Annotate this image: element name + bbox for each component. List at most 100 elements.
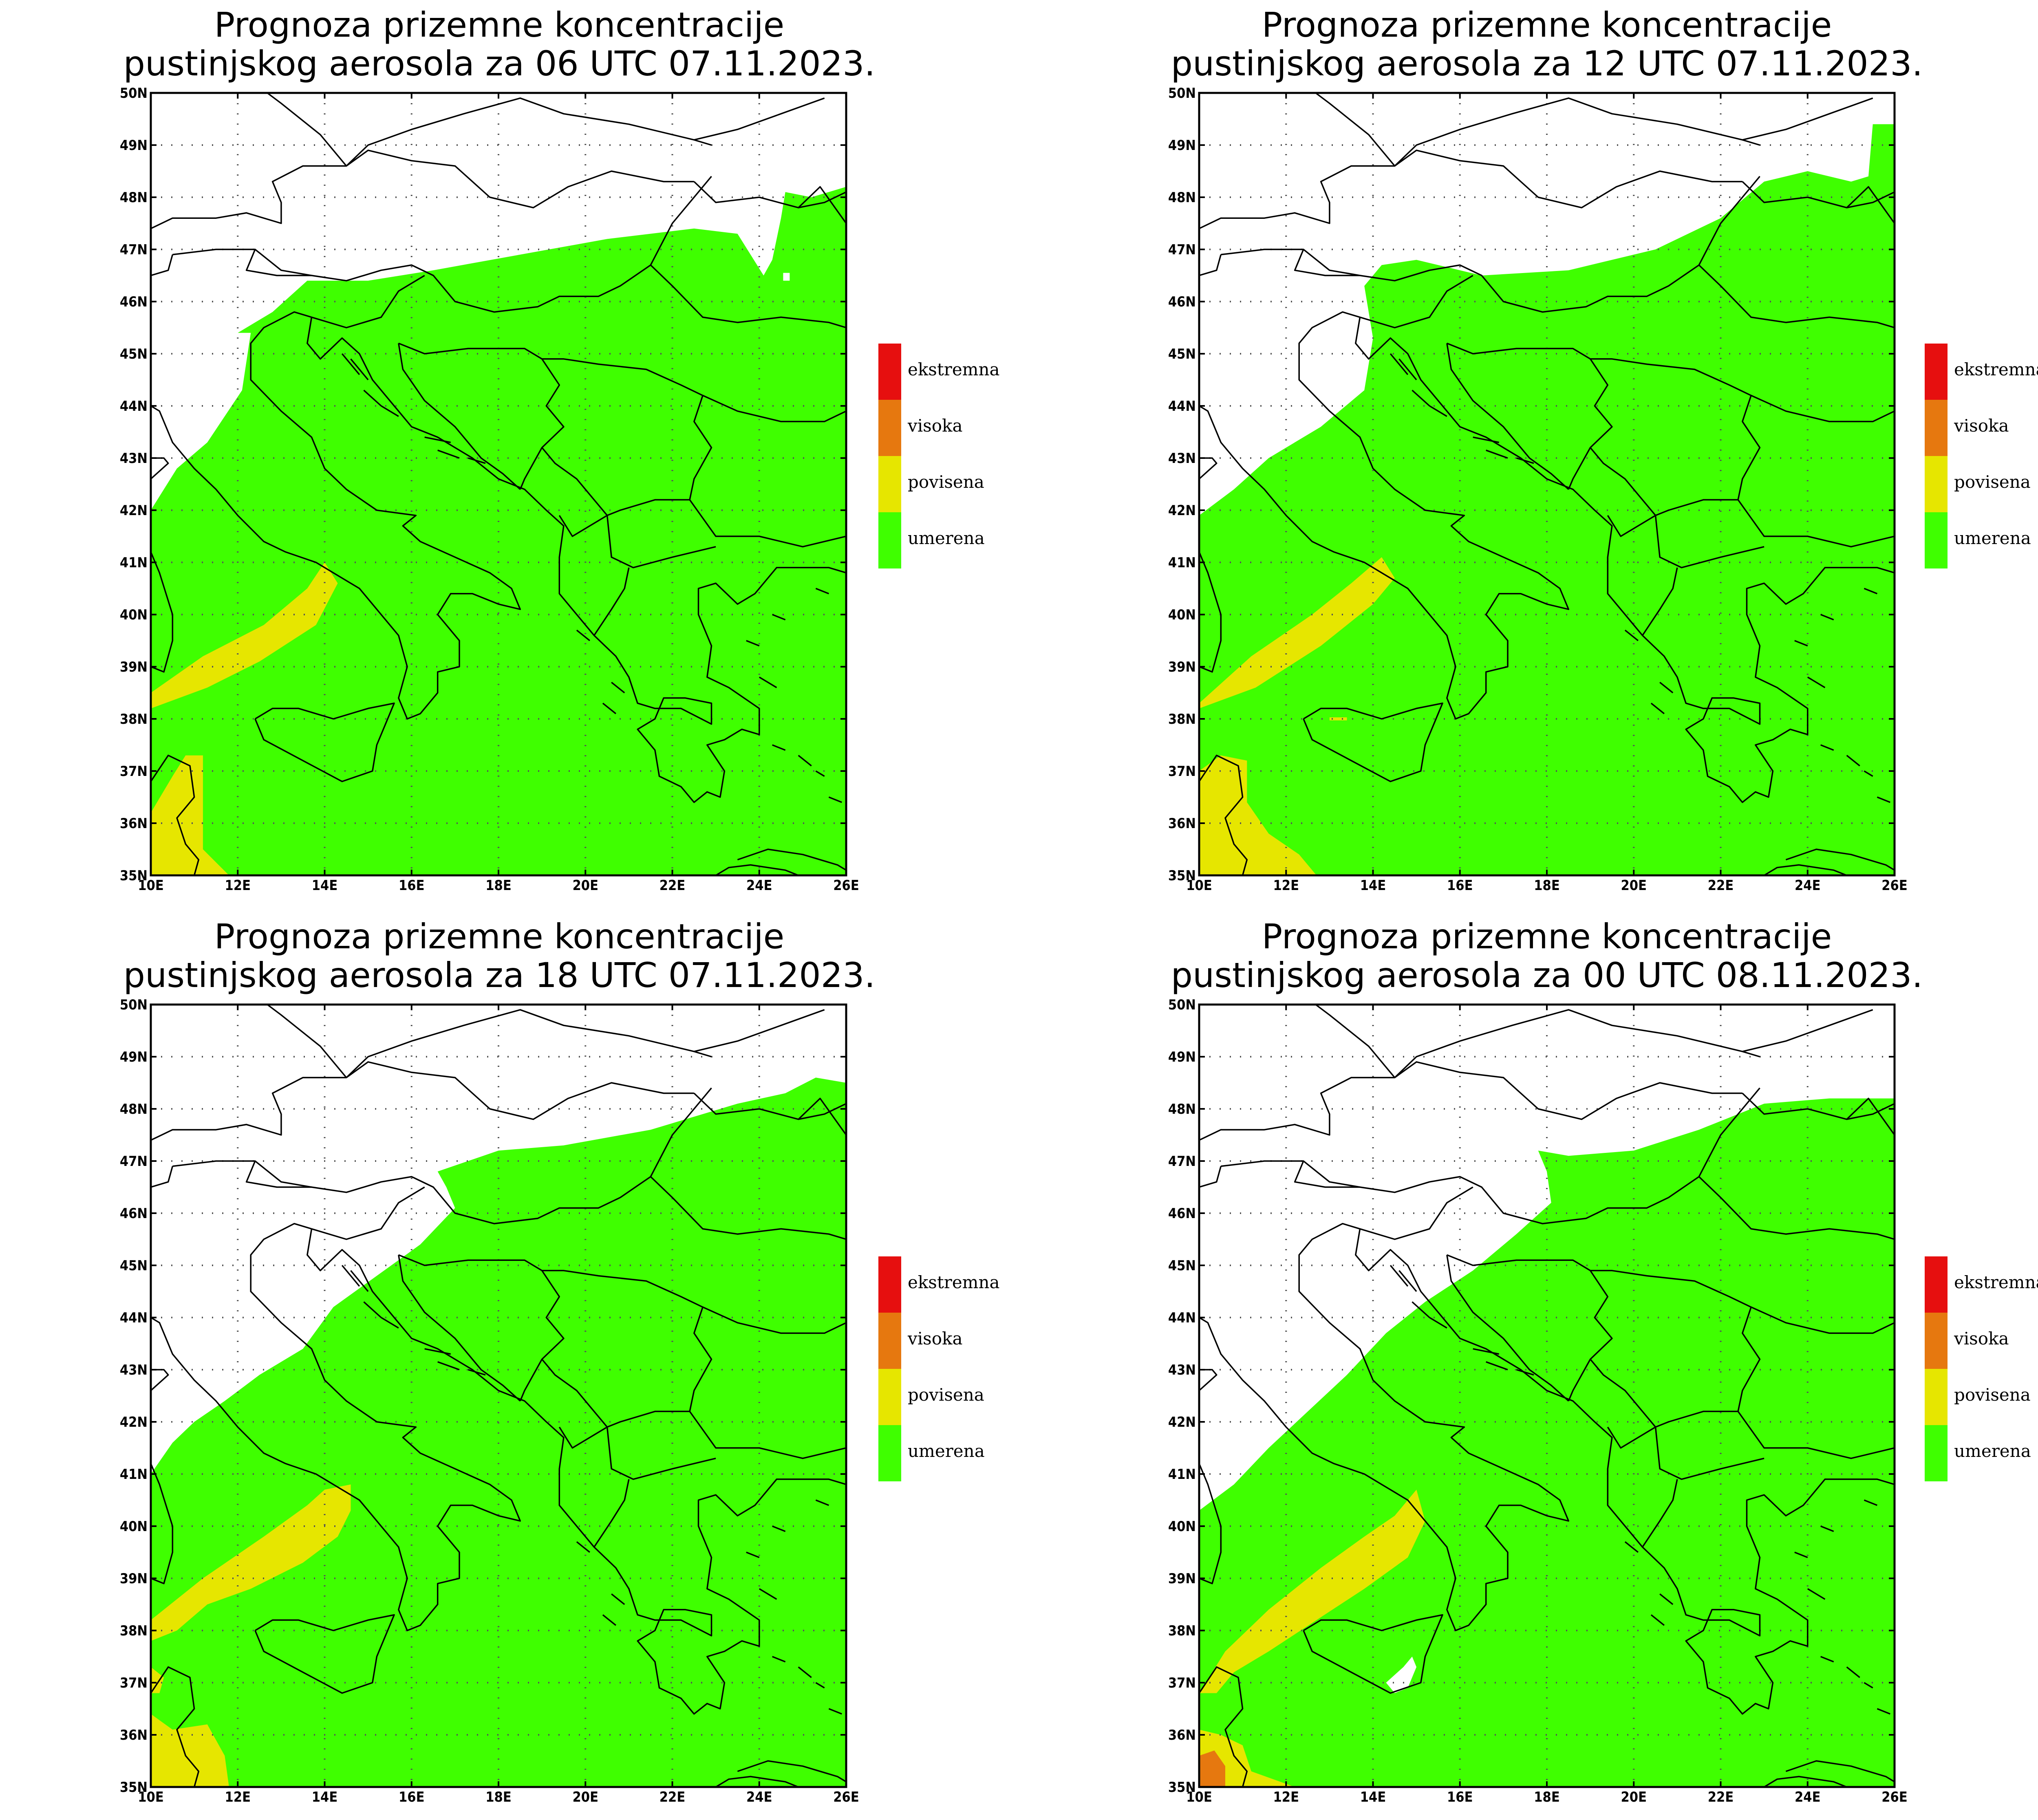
coastline — [1199, 551, 1222, 673]
island-outline — [1877, 796, 1890, 803]
country-border — [311, 275, 425, 328]
country-border — [346, 97, 712, 167]
panel-title-line1: Prognoza prizemne koncentracije — [1262, 5, 1832, 45]
y-tick-label: 46N — [120, 1205, 148, 1222]
island-outline — [424, 1348, 451, 1355]
legend-swatch — [1925, 512, 1948, 568]
legend-swatch — [878, 1369, 901, 1425]
coastline — [151, 1223, 521, 1631]
country-border — [593, 567, 630, 636]
coastline — [307, 1229, 846, 1715]
island-outline — [828, 1708, 842, 1715]
country-border — [1742, 1009, 1873, 1052]
map-plot: 10E 12E 14E 16E 18E 20E 22E 24E 26E 50N 49N 48N 47N 4… — [120, 85, 859, 894]
island-outline — [381, 405, 399, 417]
country-border — [151, 150, 694, 229]
country-border — [693, 181, 846, 209]
panel-title-line2: pustinjskog aerosola za 00 UTC 08.11.202… — [1171, 955, 1923, 995]
x-tick-label: 26E — [833, 877, 859, 894]
x-tick-label: 22E — [1708, 877, 1734, 894]
forecast-panel: Prognoza prizemne koncentracijepustinjsk… — [120, 5, 1000, 894]
y-tick-label: 43N — [120, 1362, 148, 1378]
country-border — [1447, 1254, 1613, 1401]
island-outline — [1820, 1656, 1834, 1663]
island-outline — [815, 588, 829, 595]
legend-swatch — [1925, 1425, 1948, 1481]
y-tick-label: 45N — [120, 1258, 148, 1274]
coastline — [1303, 702, 1443, 782]
island-outline — [363, 1301, 382, 1318]
legend-swatch — [1925, 1313, 1948, 1369]
island-outline — [1412, 1301, 1430, 1318]
island-outline — [1624, 1541, 1639, 1553]
povisena-area — [151, 755, 229, 875]
country-border — [1242, 93, 1396, 167]
x-tick-label: 24E — [1795, 877, 1820, 894]
island-outline — [1794, 640, 1808, 647]
island-outline — [1412, 390, 1430, 407]
island-outline — [576, 630, 590, 641]
legend-swatch — [1925, 456, 1948, 512]
island-outline — [772, 614, 786, 621]
country-border — [1359, 1186, 1473, 1240]
panel-title-line1: Prognoza prizemne koncentracije — [1262, 917, 1832, 956]
legend-label: visoka — [1954, 1329, 2009, 1348]
island-outline — [759, 676, 777, 688]
island-outline — [350, 1270, 369, 1292]
country-border — [1751, 394, 1895, 423]
x-tick-label: 10E — [1186, 877, 1212, 894]
country-border — [245, 249, 312, 276]
y-tick-label: 41N — [120, 555, 148, 571]
country-border — [1394, 1009, 1760, 1078]
coastline — [715, 1776, 799, 1787]
y-tick-label: 49N — [120, 1049, 148, 1065]
legend-label: visoka — [907, 1329, 963, 1348]
country-border — [1394, 97, 1760, 167]
island-outline — [1864, 1499, 1878, 1506]
x-tick-label: 26E — [1881, 1789, 1907, 1805]
island-outline — [1659, 1593, 1674, 1605]
forecast-panel: Prognoza prizemne koncentracijepustinjsk… — [1168, 5, 2038, 894]
coastline — [1199, 1666, 1248, 1787]
legend-label: povisena — [1954, 1385, 2031, 1405]
legend-swatch — [878, 456, 901, 512]
x-tick-label: 10E — [138, 877, 163, 894]
coastline — [1355, 1229, 1895, 1715]
island-outline — [1390, 1265, 1409, 1287]
x-tick-label: 20E — [1621, 1789, 1647, 1805]
map-plot: 10E 12E 14E 16E 18E 20E 22E 24E 26E 50N 49N 48N 47N 4… — [120, 997, 859, 1805]
y-tick-label: 50N — [1168, 997, 1196, 1013]
x-tick-label: 16E — [399, 1789, 424, 1805]
island-outline — [1486, 449, 1508, 459]
island-outline — [1864, 770, 1873, 777]
coastline — [151, 311, 521, 720]
island-outline — [437, 449, 460, 459]
coastline — [1199, 311, 1570, 720]
x-tick-label: 12E — [1273, 1789, 1299, 1805]
x-tick-label: 18E — [485, 877, 511, 894]
country-border — [1294, 1161, 1360, 1188]
y-tick-label: 50N — [120, 85, 148, 101]
forecast-panel: Prognoza prizemne koncentracijepustinjsk… — [1168, 917, 2038, 1805]
island-outline — [772, 744, 786, 751]
island-outline — [746, 1551, 760, 1558]
y-tick-label: 36N — [1168, 815, 1196, 832]
y-tick-label: 41N — [120, 1466, 148, 1483]
y-tick-label: 39N — [1168, 1571, 1196, 1587]
legend-label: umerena — [908, 528, 985, 548]
coastline — [1199, 1223, 1570, 1631]
island-outline — [1516, 457, 1534, 464]
country-border — [650, 264, 846, 328]
x-tick-label: 12E — [225, 1789, 251, 1805]
country-border — [1359, 275, 1473, 328]
country-border — [798, 186, 846, 224]
country-border — [172, 1087, 712, 1225]
y-tick-label: 40N — [120, 1518, 148, 1535]
coastline — [1355, 317, 1895, 803]
y-tick-label: 40N — [1168, 607, 1196, 623]
y-tick-label: 40N — [120, 607, 148, 623]
y-tick-label: 47N — [120, 242, 148, 258]
island-outline — [350, 358, 369, 381]
country-border — [151, 1166, 173, 1188]
y-tick-label: 44N — [1168, 1310, 1196, 1326]
